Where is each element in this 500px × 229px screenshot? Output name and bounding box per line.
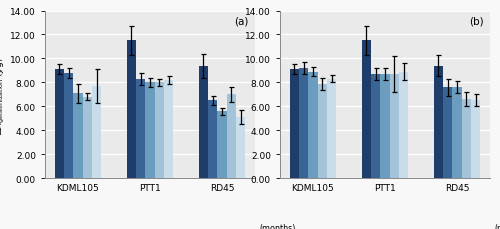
Bar: [146, 83, 154, 179]
Bar: [92, 87, 102, 179]
Text: (a): (a): [234, 16, 248, 26]
Bar: [54, 70, 64, 179]
Bar: [198, 67, 208, 179]
Bar: [208, 101, 218, 179]
Bar: [290, 70, 299, 179]
Bar: [399, 72, 408, 179]
Bar: [308, 72, 318, 179]
Bar: [434, 66, 443, 179]
Bar: [126, 41, 136, 179]
Bar: [371, 75, 380, 179]
Text: (months): (months): [259, 224, 296, 229]
Bar: [452, 88, 462, 179]
Bar: [74, 94, 82, 179]
Y-axis label: $\Delta H_{\mathrm{gelatinization}}$ (J/g): $\Delta H_{\mathrm{gelatinization}}$ (J/…: [0, 56, 8, 134]
Bar: [82, 97, 92, 179]
Bar: [164, 81, 173, 179]
Bar: [154, 83, 164, 179]
Bar: [390, 75, 399, 179]
Bar: [380, 75, 390, 179]
Bar: [64, 74, 74, 179]
Bar: [318, 84, 327, 179]
Bar: [471, 101, 480, 179]
Bar: [236, 118, 246, 179]
Bar: [218, 112, 226, 179]
Bar: [226, 95, 236, 179]
Text: (b): (b): [469, 16, 484, 26]
Bar: [362, 41, 371, 179]
Bar: [462, 100, 471, 179]
Bar: [443, 88, 452, 179]
Bar: [136, 79, 145, 179]
Bar: [299, 69, 308, 179]
Bar: [327, 79, 336, 179]
Text: (months): (months): [494, 224, 500, 229]
